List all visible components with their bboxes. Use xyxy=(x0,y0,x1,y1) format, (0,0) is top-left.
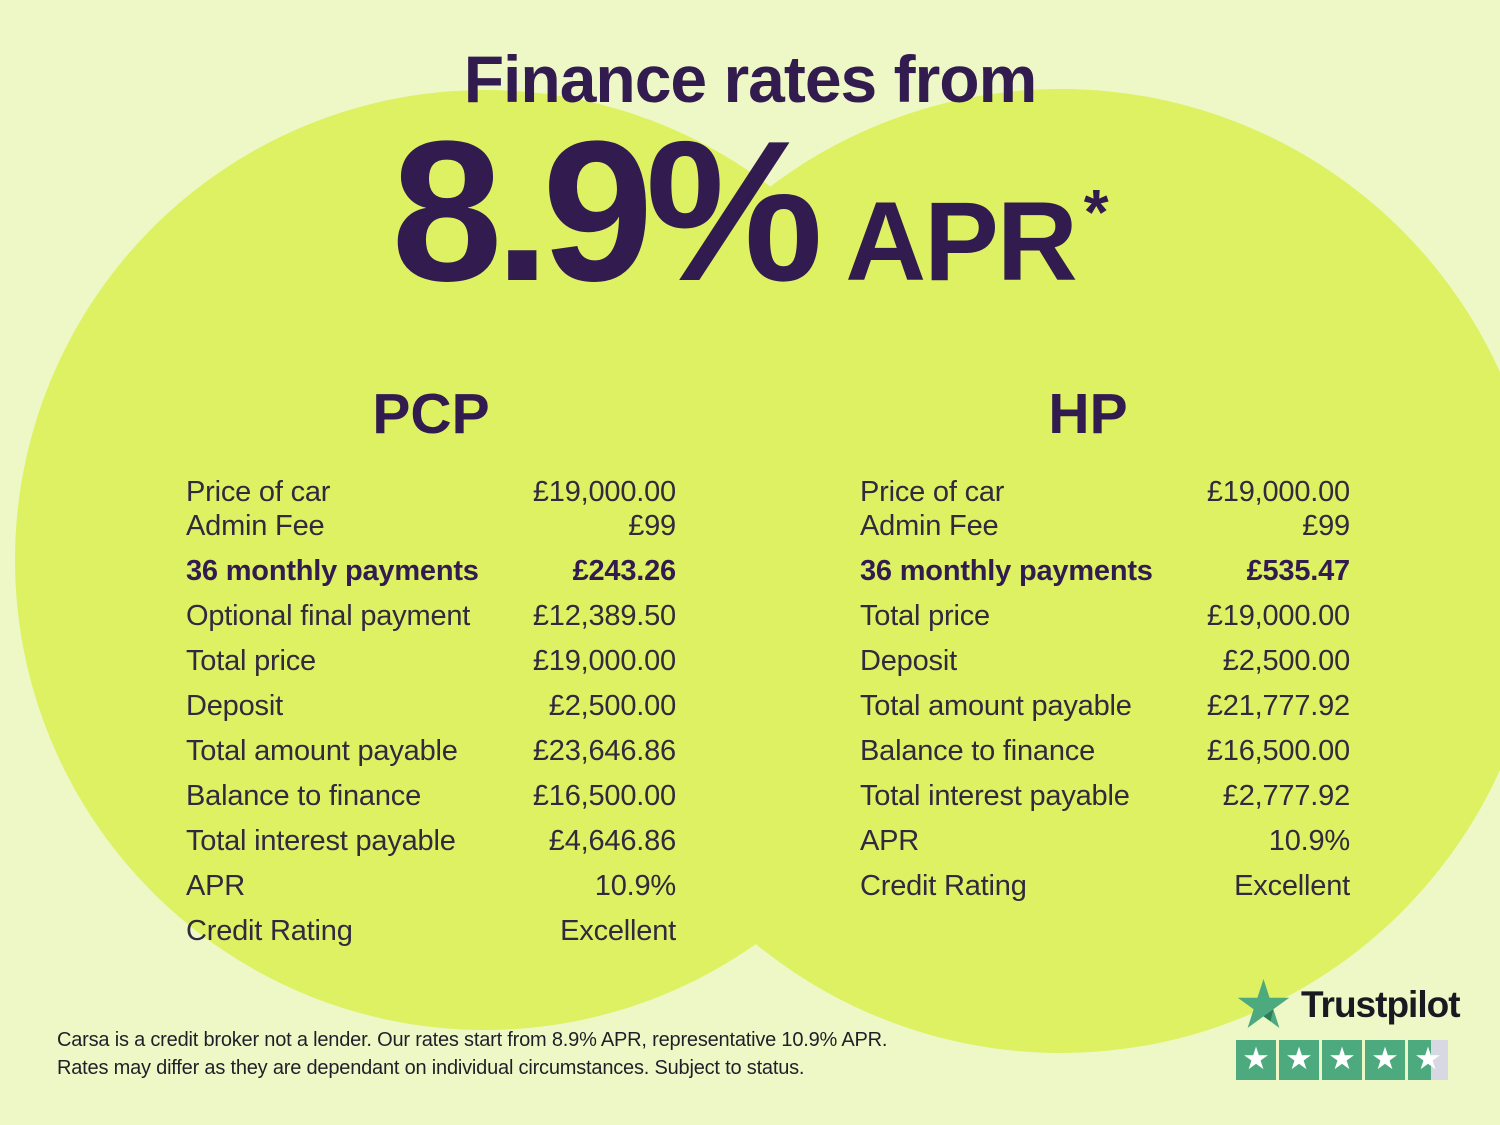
table-row: Optional final payment £12,389.50 xyxy=(186,599,676,633)
row-value: £19,000.00 xyxy=(1206,600,1350,632)
row-value: £243.26 xyxy=(572,555,677,587)
table-row: APR 10.9% xyxy=(186,869,676,903)
trustpilot-star-box-half: ★ xyxy=(1408,1040,1448,1080)
row-label: APR xyxy=(186,870,246,902)
disclaimer-line-2: Rates may differ as they are dependant o… xyxy=(57,1057,805,1079)
table-row: Total price £19,000.00 xyxy=(186,644,676,678)
table-row: Admin Fee £99 xyxy=(860,509,1350,543)
table-row: 36 monthly payments £535.47 xyxy=(860,554,1350,588)
trustpilot-logo: Trustpilot ★ ★ ★ ★ ★ xyxy=(1236,979,1461,1080)
row-label: Credit Rating xyxy=(186,915,353,947)
star-icon: ★ xyxy=(1414,1041,1442,1077)
table-row: Total amount payable £21,777.92 xyxy=(860,689,1350,723)
row-value: £19,000.00 xyxy=(532,645,676,677)
row-label: Price of car xyxy=(860,476,1005,508)
row-value: £21,777.92 xyxy=(1206,690,1350,722)
row-label: Admin Fee xyxy=(186,510,325,542)
disclaimer-line-1: Carsa is a credit broker not a lender. O… xyxy=(57,1029,888,1051)
row-label: Balance to finance xyxy=(860,735,1096,767)
trustpilot-wordmark: Trustpilot xyxy=(1301,984,1461,1025)
star-icon: ★ xyxy=(1285,1041,1313,1077)
pcp-table: Price of car £19,000.00 Admin Fee £99 36… xyxy=(186,475,676,948)
row-label: Deposit xyxy=(186,690,283,722)
column-heading-pcp: PCP xyxy=(372,382,490,446)
table-row: Price of car £19,000.00 xyxy=(860,475,1350,509)
apr-asterisk: * xyxy=(1083,176,1109,248)
apr-label: APR xyxy=(845,179,1077,304)
row-value: 10.9% xyxy=(594,870,676,902)
row-label: Total price xyxy=(860,600,990,632)
table-row: Total amount payable £23,646.86 xyxy=(186,734,676,768)
row-label: Total price xyxy=(186,645,316,677)
row-label: APR xyxy=(860,825,920,857)
row-label: 36 monthly payments xyxy=(186,555,479,587)
table-row: Credit Rating Excellent xyxy=(860,869,1350,903)
row-value: £2,500.00 xyxy=(548,690,676,722)
star-icon: ★ xyxy=(1371,1041,1399,1077)
table-row: Deposit £2,500.00 xyxy=(186,689,676,723)
table-row: Total interest payable £4,646.86 xyxy=(186,824,676,858)
row-label: Total interest payable xyxy=(860,780,1130,812)
row-label: Admin Fee xyxy=(860,510,999,542)
row-label: 36 monthly payments xyxy=(860,555,1153,587)
trustpilot-star-box: ★ xyxy=(1236,1040,1276,1080)
row-value: 10.9% xyxy=(1268,825,1350,857)
hp-table: Price of car £19,000.00 Admin Fee £99 36… xyxy=(860,475,1350,903)
row-label: Total amount payable xyxy=(186,735,458,767)
finance-column-pcp: PCP Price of car £19,000.00 Admin Fee £9… xyxy=(186,386,676,948)
table-row: Deposit £2,500.00 xyxy=(860,644,1350,678)
row-value: £23,646.86 xyxy=(532,735,676,767)
row-label: Balance to finance xyxy=(186,780,422,812)
table-row: APR 10.9% xyxy=(860,824,1350,858)
row-value: £2,500.00 xyxy=(1222,645,1350,677)
disclaimer: Carsa is a credit broker not a lender. O… xyxy=(57,1026,887,1082)
trustpilot-star-logo-icon xyxy=(1237,979,1290,1028)
row-label: Price of car xyxy=(186,476,331,508)
row-value: £99 xyxy=(628,510,676,542)
trustpilot-rating-stars: ★ ★ ★ ★ ★ xyxy=(1236,1040,1452,1080)
trustpilot-logo-row: Trustpilot xyxy=(1236,979,1461,1031)
trustpilot-star-box: ★ xyxy=(1279,1040,1319,1080)
row-value: £4,646.86 xyxy=(548,825,676,857)
row-value: £16,500.00 xyxy=(1206,735,1350,767)
row-value: Excellent xyxy=(1234,870,1350,902)
column-heading-hp: HP xyxy=(1048,382,1128,446)
row-label: Total interest payable xyxy=(186,825,456,857)
row-value: £12,389.50 xyxy=(532,600,676,632)
page-title: Finance rates from xyxy=(463,42,1038,116)
headline-rate: 8.9% APR * xyxy=(0,112,1500,312)
background-circle-right xyxy=(579,89,1500,1053)
rate-unit-group: APR * xyxy=(845,176,1108,304)
row-label: Optional final payment xyxy=(186,600,471,632)
row-value: Excellent xyxy=(560,915,676,947)
rate-value: 8.9% xyxy=(391,100,823,323)
table-row: Total interest payable £2,777.92 xyxy=(860,779,1350,813)
row-label: Credit Rating xyxy=(860,870,1027,902)
row-value: £535.47 xyxy=(1246,555,1351,587)
star-icon: ★ xyxy=(1242,1041,1270,1077)
table-row: Balance to finance £16,500.00 xyxy=(860,734,1350,768)
row-value: £19,000.00 xyxy=(532,476,676,508)
row-value: £19,000.00 xyxy=(1206,476,1350,508)
row-label: Total amount payable xyxy=(860,690,1132,722)
table-row: Balance to finance £16,500.00 xyxy=(186,779,676,813)
table-row: Price of car £19,000.00 xyxy=(186,475,676,509)
table-row: 36 monthly payments £243.26 xyxy=(186,554,676,588)
star-icon: ★ xyxy=(1328,1041,1356,1077)
table-row: Admin Fee £99 xyxy=(186,509,676,543)
row-label: Deposit xyxy=(860,645,957,677)
table-row: Total price £19,000.00 xyxy=(860,599,1350,633)
row-value: £2,777.92 xyxy=(1222,780,1350,812)
finance-column-hp: HP Price of car £19,000.00 Admin Fee £99… xyxy=(860,386,1350,903)
row-value: £16,500.00 xyxy=(532,780,676,812)
row-value: £99 xyxy=(1302,510,1350,542)
table-row: Credit Rating Excellent xyxy=(186,914,676,948)
trustpilot-star-box: ★ xyxy=(1322,1040,1362,1080)
trustpilot-star-box: ★ xyxy=(1365,1040,1405,1080)
